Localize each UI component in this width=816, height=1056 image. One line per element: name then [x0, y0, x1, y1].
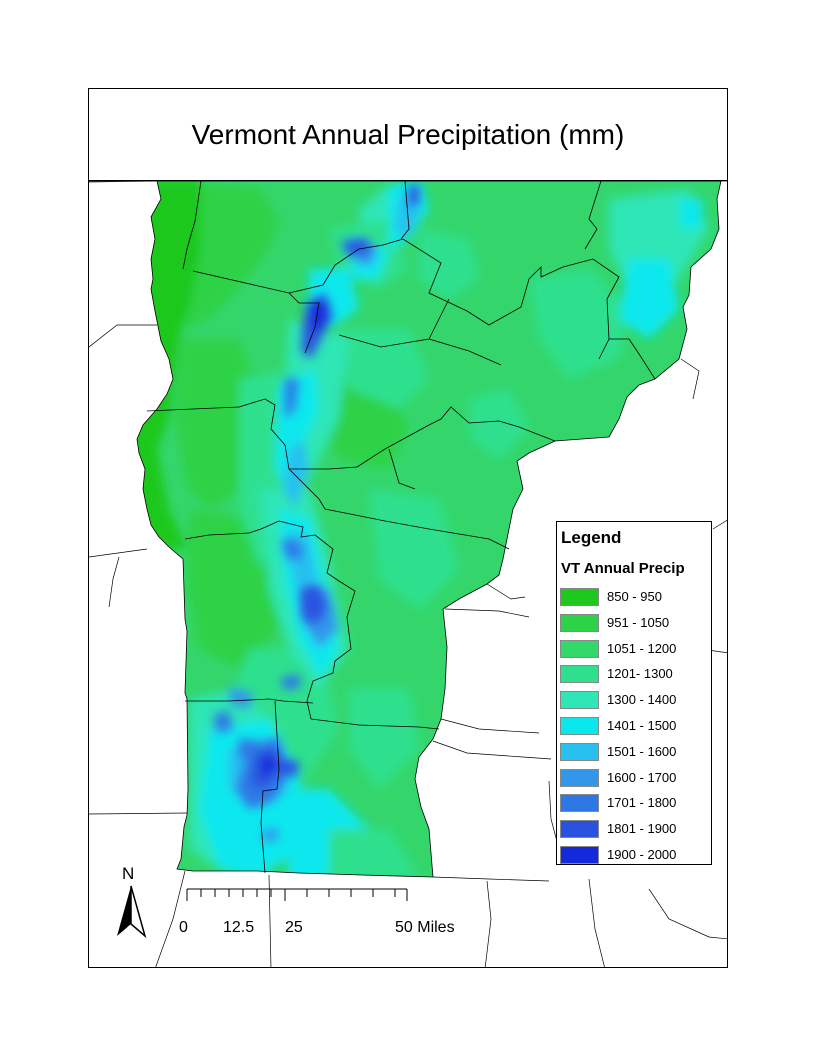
legend-swatch [560, 717, 599, 735]
legend-swatch [560, 794, 599, 813]
legend-swatch [560, 820, 599, 839]
legend-swatch [560, 691, 599, 710]
legend-swatch [560, 588, 599, 606]
legend-label: 1900 - 2000 [607, 847, 677, 862]
map-title: Vermont Annual Precipitation (mm) [191, 119, 625, 150]
scale-bar [186, 888, 408, 901]
legend-swatch [560, 665, 599, 684]
legend: Legend VT Annual Precip 850 - 950 951 - 1… [556, 521, 712, 865]
legend-label: 1051 - 1200 [607, 640, 677, 656]
title-box: Vermont Annual Precipitation (mm) [89, 89, 727, 181]
county-boundaries [136, 180, 722, 878]
legend-label: 1600 - 1700 [607, 769, 677, 785]
legend-swatch [560, 613, 599, 632]
scale-label-0: 0 [179, 919, 188, 936]
legend-label: 850 - 950 [607, 589, 662, 604]
legend-title: Legend [561, 528, 622, 547]
legend-label: 1501 - 1600 [607, 743, 677, 759]
north-arrow-icon [117, 885, 147, 938]
scale-label-25: 25 [285, 919, 303, 936]
scale-label-50-miles: 50 Miles [395, 919, 455, 936]
map-frame: Vermont Annual Precipitation (mm) N 0 12… [88, 88, 728, 968]
scale-label-12-5: 12.5 [223, 919, 255, 936]
legend-layer-name: VT Annual Precip [561, 560, 685, 577]
legend-swatch [560, 846, 599, 864]
legend-label: 1401 - 1500 [607, 718, 677, 733]
legend-label: 1701 - 1800 [607, 795, 677, 811]
legend-label: 951 - 1050 [607, 614, 670, 630]
legend-swatch [560, 742, 599, 761]
legend-swatch [560, 639, 599, 658]
legend-label: 1201- 1300 [607, 666, 673, 682]
legend-label: 1801 - 1900 [607, 821, 677, 837]
north-label: N [122, 864, 135, 883]
legend-swatch [560, 768, 599, 787]
legend-label: 1300 - 1400 [607, 692, 677, 708]
